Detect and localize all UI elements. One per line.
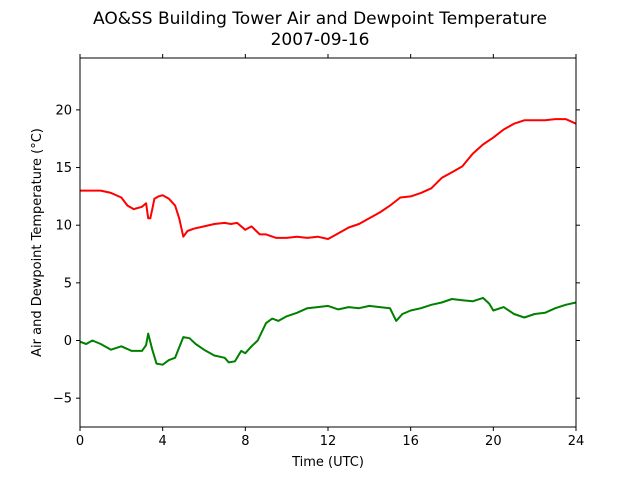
y-tick-label: 0 <box>64 334 72 349</box>
plot-lines <box>79 118 577 366</box>
x-tick-label: 4 <box>159 434 167 449</box>
y-axis-label: Air and Dewpoint Temperature (°C) <box>30 128 45 357</box>
series-line-2 <box>79 296 577 366</box>
x-tick-label: 0 <box>76 434 84 449</box>
x-tick-label: 16 <box>402 434 419 449</box>
y-tick-label: 5 <box>64 276 72 291</box>
x-axis-label: Time (UTC) <box>291 455 364 470</box>
y-tick-label: 15 <box>55 161 72 176</box>
x-tick-label: 20 <box>485 434 502 449</box>
chart-title: AO&SS Building Tower Air and Dewpoint Te… <box>93 9 547 29</box>
y-tick-label: 20 <box>55 103 72 118</box>
x-tick-label: 8 <box>241 434 249 449</box>
series-line-1 <box>80 118 577 240</box>
plot-frame <box>79 57 577 428</box>
x-tick-label: 24 <box>568 434 585 449</box>
chart-subtitle: 2007-09-16 <box>271 30 370 50</box>
y-tick-label: −5 <box>53 392 72 407</box>
y-tick-label: 10 <box>55 219 72 234</box>
axis-ticks: 0 4 8 12 16 20 24 −5 0 5 10 15 20 <box>53 54 584 449</box>
x-tick-label: 12 <box>320 434 337 449</box>
